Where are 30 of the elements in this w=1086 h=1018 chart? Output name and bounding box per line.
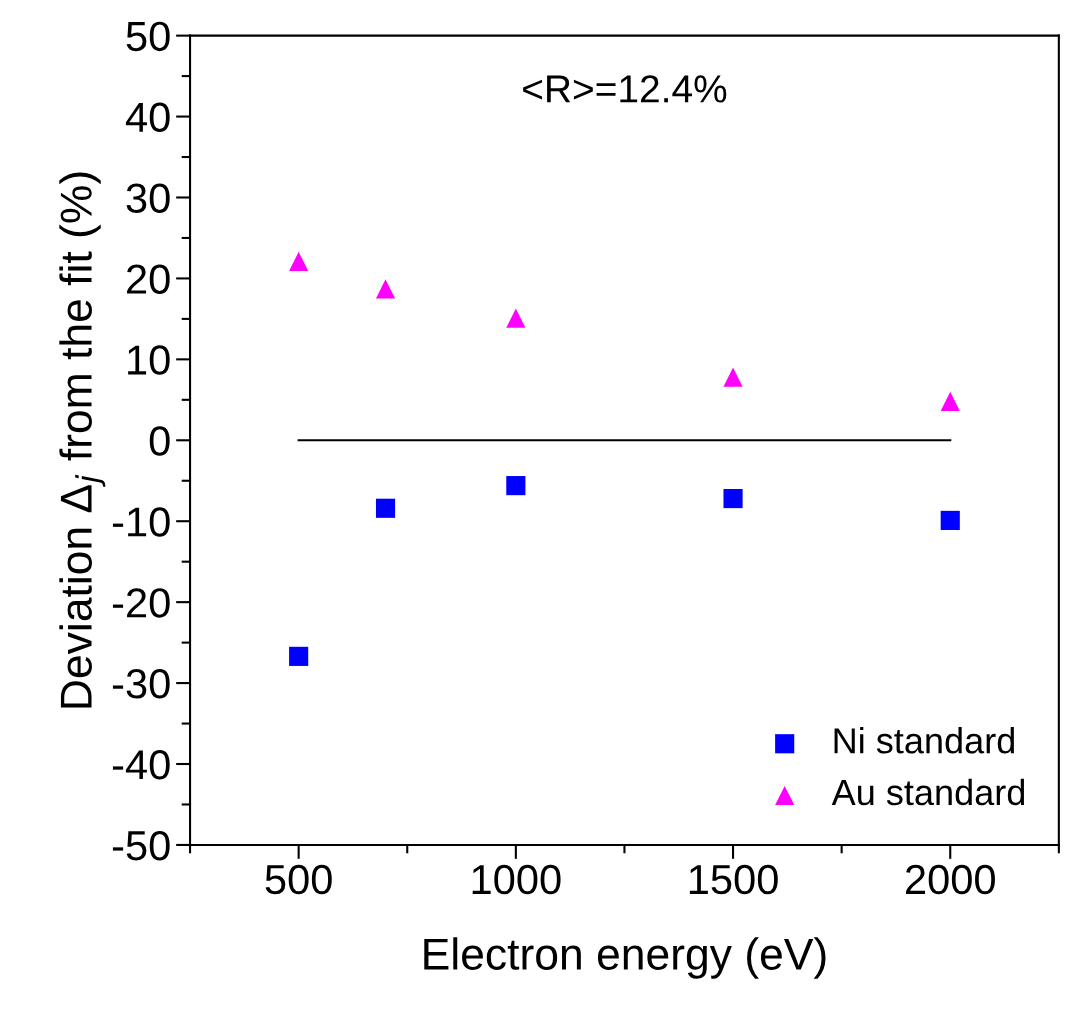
legend-label: Au standard	[831, 778, 1025, 806]
x-tick-label: 1500	[689, 864, 778, 895]
point	[723, 488, 743, 509]
point	[940, 391, 960, 412]
point	[375, 498, 396, 518]
y-tick-label: 30	[126, 183, 170, 213]
point	[375, 279, 396, 299]
y-tick-label: -10	[112, 507, 170, 537]
y-axis-title: Deviation Δ$_{j}$ from the fit (%)	[59, 172, 106, 708]
y-tick-label: 0	[149, 426, 170, 456]
x-tick-label: 500	[265, 864, 332, 895]
y-tick-label: -20	[112, 588, 170, 618]
y-tick-label: 40	[125, 102, 170, 133]
point	[940, 510, 960, 530]
y-tick-label: 50	[126, 21, 170, 52]
point	[723, 367, 743, 387]
legend-label: Ni standard	[834, 727, 1014, 754]
x-axis-title: Electron energy (eV)	[424, 937, 826, 979]
x-tick-label: 2000	[906, 864, 995, 895]
y-tick-label: -40	[112, 750, 170, 780]
y-tick-label: 20	[127, 264, 170, 294]
y-tick-label: -50	[112, 830, 170, 861]
point	[506, 476, 526, 496]
point	[289, 251, 309, 271]
y-tick-label: 10	[128, 345, 170, 375]
annotation: <R>=12.4%	[523, 75, 727, 103]
x-tick-label: 1000	[472, 864, 561, 895]
point	[506, 308, 526, 328]
point	[289, 646, 309, 666]
y-tick-label: -30	[112, 669, 170, 699]
